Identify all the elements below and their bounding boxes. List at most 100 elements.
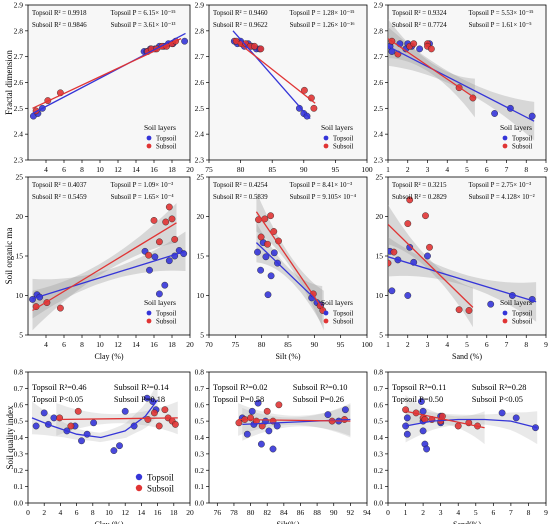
point-subsoil [251, 42, 258, 50]
point-subsoil [275, 401, 283, 409]
plot-area [402, 398, 539, 453]
stat-annotation: Topsoil R² = 0.3215 [392, 182, 447, 189]
plot-area [30, 32, 189, 120]
point-topsoil [90, 419, 98, 427]
stat-annotation: Subsoil P = 1.26× 10⁻¹⁶ [290, 22, 356, 29]
point-topsoil [116, 442, 123, 450]
stat-annotation: Subsoil R² = 0.9622 [213, 22, 268, 29]
y-tick-label: 0.4 [14, 433, 24, 442]
stat-annotation: Topsoil R² = 0.9918 [32, 10, 87, 17]
legend-marker-topsoil [146, 310, 152, 316]
stat-annotation: Topsoil R² = 0.4037 [32, 182, 87, 189]
x-tick-label: 2 [406, 165, 410, 174]
legend-marker-subsoil [135, 484, 143, 492]
point-subsoil [455, 306, 463, 314]
x-tick-label: 3 [426, 340, 430, 349]
fit-line-topsoil [32, 250, 186, 300]
fit-line-subsoil [238, 418, 351, 422]
y-tick-label: 0.8 [195, 368, 205, 377]
legend-label-topsoil: Topsoil [156, 136, 176, 143]
x-tick-label: 75 [232, 340, 240, 349]
y-tick-label: 5 [19, 331, 23, 340]
x-tick-label: 80 [258, 340, 266, 349]
y-tick-label: 25 [376, 173, 384, 182]
point-topsoil [165, 257, 173, 265]
legend-marker-subsoil [323, 318, 329, 324]
stat-annotation: Subsoil R²=0.28 [472, 383, 527, 392]
y-tick-label: 0.7 [195, 384, 205, 393]
stat-annotation: Subsoil R² = 0.9846 [32, 22, 87, 29]
point-subsoil [171, 235, 179, 243]
x-tick-label: 95 [337, 340, 345, 349]
x-tick-label: 2 [42, 508, 46, 517]
y-tick-label: 0.6 [374, 400, 384, 409]
panel-2-0: 0 2 4 6 8 10 12 14 16 18 20 0.0 0.1 0.2 0.3 0.4 0.5 0.6 0.… [5, 368, 194, 524]
y-tick-label: 5 [379, 331, 383, 340]
legend-label-subsoil: Subsoil [333, 319, 354, 326]
y-tick-label: 10 [376, 291, 384, 300]
fit-line-topsoil [232, 30, 311, 120]
point-subsoil [404, 220, 412, 228]
point-topsoil [32, 422, 40, 430]
plot-frame [208, 371, 368, 504]
point-topsoil [512, 414, 520, 422]
point-topsoil [151, 253, 159, 261]
x-tick-label: 3 [439, 508, 443, 517]
x-tick-label: 3 [426, 165, 430, 174]
fit-line-topsoil [388, 45, 535, 122]
x-tick-label: 12 [114, 340, 122, 349]
x-tick-label: 10 [96, 165, 104, 174]
point-topsoil [406, 243, 414, 251]
point-topsoil [528, 112, 536, 120]
y-tick-label: 2.7 [14, 52, 24, 61]
x-tick-label: 100 [361, 340, 373, 349]
point-subsoil [145, 251, 153, 259]
x-tick-label: 90 [300, 165, 308, 174]
legend-label-topsoil: Topsoil [156, 311, 176, 318]
plot-frame [27, 371, 191, 504]
point-topsoil [262, 253, 270, 261]
y-tick-label: 2.4 [374, 130, 384, 139]
point-topsoil [424, 252, 431, 260]
x-tick-label: 4 [59, 508, 63, 517]
legend-label-topsoil: Topsoil [512, 136, 532, 143]
x-tick-label: 5 [465, 340, 469, 349]
x-tick-label: 20 [186, 165, 194, 174]
point-topsoil [295, 104, 303, 112]
y-tick-label: 20 [376, 212, 384, 221]
point-subsoil [388, 259, 392, 267]
point-topsoil [248, 407, 256, 415]
legend-title: Soil layers [321, 123, 353, 132]
panel-1-0: 4 6 8 10 12 14 16 18 20 5 10 15 20 25 Clay (%) Soil org… [4, 173, 194, 362]
x-tick-label: 18 [168, 340, 176, 349]
x-tick-label: 94 [363, 508, 371, 517]
panel-2-1: 76 78 80 82 84 86 88 90 92 94 0.0 0.1 0.2 0.3 0.4 0.5 0.… [195, 368, 371, 524]
x-tick-label: 6 [485, 165, 489, 174]
x-tick-label: 78 [230, 508, 238, 517]
point-topsoil [257, 266, 264, 274]
point-subsoil [165, 203, 173, 211]
x-tick-label: 7 [509, 508, 513, 517]
stat-annotation: Subsoil R²=0.10 [293, 383, 348, 392]
plot-area [388, 196, 537, 314]
point-topsoil [264, 291, 272, 299]
y-tick-label: 0.5 [374, 417, 384, 426]
legend-label-subsoil: Subsoil [333, 144, 354, 151]
x-tick-label: 9 [544, 508, 548, 517]
stat-annotation: Topsoil P=0.50 [392, 395, 443, 404]
y-tick-label: 25 [197, 173, 205, 182]
x-tick-label: 7 [505, 165, 509, 174]
point-topsoil [416, 45, 423, 53]
x-tick-label: 82 [263, 508, 271, 517]
point-topsoil [270, 249, 278, 257]
plot-area [31, 394, 179, 454]
y-tick-label: 0.1 [14, 482, 24, 491]
legend-label-subsoil: Subsoil [147, 484, 175, 494]
y-tick-label: 0.4 [374, 433, 384, 442]
x-tick-label: 14 [132, 165, 140, 174]
x-tick-label: 6 [485, 340, 489, 349]
fit-line-subsoil [32, 38, 182, 109]
point-topsoil [254, 399, 262, 407]
